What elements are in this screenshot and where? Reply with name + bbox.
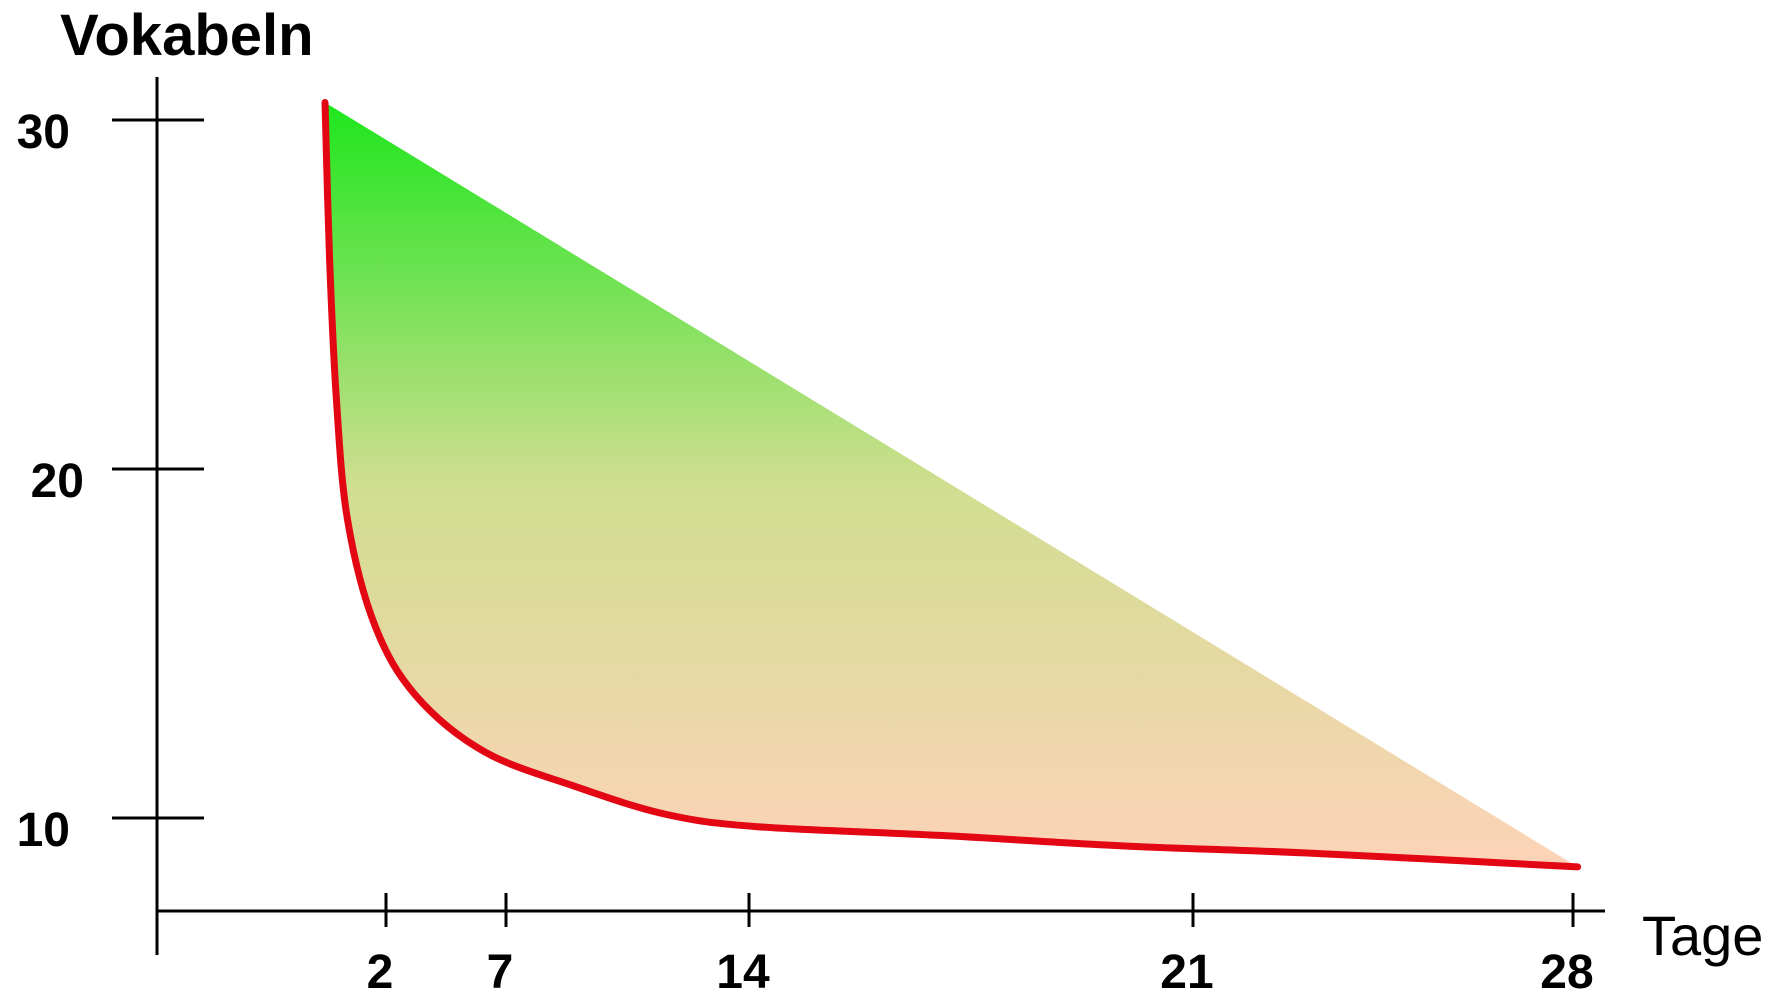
x-axis-label: Tage (1642, 904, 1763, 967)
labels: Vokabeln Tage 10 20 30 2 7 14 21 28 (17, 3, 1764, 993)
y-axis-label: Vokabeln (60, 3, 314, 68)
area-layer (325, 102, 1578, 867)
x-tick-label-21: 21 (1160, 946, 1213, 993)
x-tick-label-14: 14 (716, 946, 770, 993)
y-tick-label-30: 30 (17, 106, 70, 159)
x-tick-label-28: 28 (1540, 946, 1593, 993)
axes (112, 77, 1605, 955)
y-tick-label-10: 10 (17, 804, 70, 857)
x-tick-label-2: 2 (367, 946, 394, 993)
forgetting-curve-line (321, 99, 1582, 871)
x-tick-label-7: 7 (487, 946, 514, 993)
y-tick-label-20: 20 (31, 455, 84, 508)
shaded-area (325, 102, 1578, 867)
curve-layer (321, 99, 1582, 871)
